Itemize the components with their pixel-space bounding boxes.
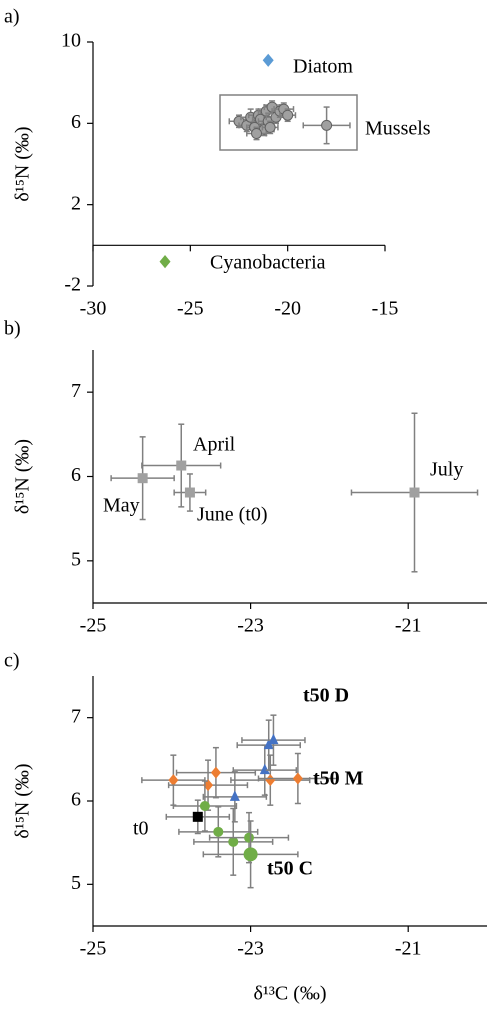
point	[409, 487, 420, 498]
point	[268, 733, 279, 745]
point	[228, 836, 239, 847]
point	[292, 772, 303, 785]
x-axis-title: δ¹³C (‰)	[253, 983, 326, 1005]
point	[213, 826, 224, 837]
x-tick-label: -23	[237, 938, 264, 960]
point	[199, 801, 210, 811]
y-tick-label: -2	[64, 274, 81, 296]
x-tick-label: -30	[80, 298, 107, 320]
y-tick-label: 10	[61, 30, 81, 52]
point	[176, 460, 187, 471]
point	[168, 774, 179, 787]
series-label: Diatom	[293, 56, 353, 78]
point	[210, 766, 221, 779]
point	[137, 473, 148, 484]
panel-label: a)	[4, 6, 20, 28]
x-tick-label: -15	[372, 298, 399, 320]
x-tick-label: -20	[274, 298, 301, 320]
point	[264, 121, 276, 133]
series-label: t50 D	[303, 685, 349, 707]
point	[244, 832, 255, 843]
point	[282, 109, 294, 121]
series-label: t0	[133, 818, 149, 840]
point	[192, 811, 203, 822]
panel-label: b)	[4, 318, 21, 340]
y-axis-title: δ¹⁵N (‰)	[12, 763, 34, 838]
point-label: May	[103, 495, 140, 517]
x-tick-label: -25	[80, 938, 107, 960]
y-axis-title: δ¹⁵N (‰)	[12, 126, 34, 201]
point	[251, 128, 263, 139]
series-label: t50 C	[267, 858, 313, 880]
point-label: April	[193, 434, 236, 456]
point	[321, 119, 333, 131]
point	[259, 763, 270, 775]
x-tick-label: -25	[80, 615, 107, 637]
y-tick-label: 7	[71, 380, 81, 402]
point	[159, 255, 171, 269]
y-tick-label: 6	[71, 789, 81, 811]
x-tick-label: -21	[395, 615, 422, 637]
series-label: Cyanobacteria	[210, 252, 326, 274]
point	[243, 847, 258, 862]
panel-label: c)	[4, 650, 20, 672]
y-tick-label: 6	[71, 464, 81, 486]
y-tick-label: 2	[71, 192, 81, 214]
series-label: t50 M	[313, 768, 364, 790]
series-label: Mussels	[365, 118, 431, 140]
point	[262, 53, 274, 67]
point-label: July	[430, 459, 463, 481]
y-tick-label: 5	[71, 872, 81, 894]
y-tick-label: 6	[71, 111, 81, 133]
point	[184, 487, 195, 498]
x-tick-label: -23	[237, 615, 264, 637]
cluster-box	[219, 94, 358, 151]
x-tick-label: -25	[177, 298, 204, 320]
point	[265, 774, 276, 787]
x-tick-label: -21	[395, 938, 422, 960]
point-label: June (t0)	[197, 504, 268, 526]
y-tick-label: 5	[71, 548, 81, 570]
y-axis-title: δ¹⁵N (‰)	[12, 439, 34, 514]
y-tick-label: 7	[71, 705, 81, 727]
point	[229, 790, 240, 801]
